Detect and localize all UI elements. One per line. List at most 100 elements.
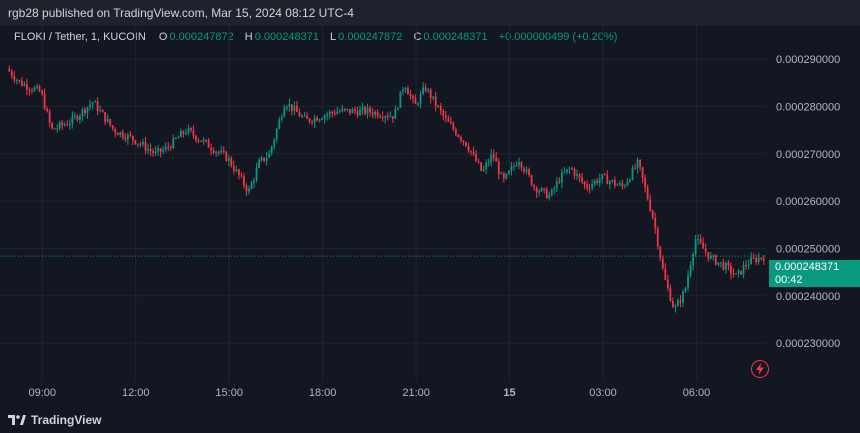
candle-body xyxy=(250,183,253,189)
candle-body xyxy=(402,90,404,92)
candle-body xyxy=(427,89,430,91)
candle-body xyxy=(258,160,260,169)
bar-countdown: 00:42 xyxy=(775,274,803,286)
candle-body xyxy=(545,188,548,199)
brand[interactable]: TradingView xyxy=(8,413,101,427)
close-value: 0.000248371 xyxy=(423,31,488,43)
candle-body xyxy=(760,257,763,259)
candle-body xyxy=(119,132,122,136)
candle-body xyxy=(33,87,36,91)
candle-body xyxy=(101,110,104,113)
candle-body xyxy=(13,76,16,81)
candle-body xyxy=(664,268,667,280)
candle-body xyxy=(719,262,722,264)
candle-body xyxy=(207,140,210,148)
close-label: C xyxy=(413,31,422,43)
candle-body xyxy=(20,80,23,86)
candle-body xyxy=(523,167,525,172)
candle-body xyxy=(550,189,553,196)
candle-body xyxy=(737,270,740,274)
candle-body xyxy=(616,184,619,186)
candle-body xyxy=(525,169,528,172)
candle-body xyxy=(553,188,556,190)
candle-body xyxy=(275,128,278,140)
candle-body xyxy=(651,210,654,218)
candle-body xyxy=(336,111,339,114)
candle-body xyxy=(470,150,472,153)
candle-body xyxy=(36,86,38,88)
candle-body xyxy=(215,151,218,153)
candle-body xyxy=(535,187,538,193)
candle-body xyxy=(684,287,687,292)
candle-body xyxy=(245,185,248,192)
candle-body xyxy=(270,146,273,154)
candle-body xyxy=(727,263,730,266)
candle-body xyxy=(697,238,700,240)
candle-body xyxy=(490,154,493,163)
candle-body xyxy=(167,146,170,148)
candle-body xyxy=(359,109,361,116)
candle-body xyxy=(66,124,69,126)
candle-body xyxy=(137,143,139,145)
candle-body xyxy=(48,111,51,123)
candle-body xyxy=(248,188,250,192)
candle-body xyxy=(689,265,692,276)
candle-body xyxy=(220,150,223,153)
candle-body xyxy=(283,108,286,117)
publisher-line: rgb28 published on TradingView.com, Mar … xyxy=(8,6,354,20)
candle-body xyxy=(394,108,397,119)
candle-body xyxy=(649,199,652,211)
candle-body xyxy=(164,146,167,150)
candle-body xyxy=(114,128,117,134)
candle-body xyxy=(533,185,536,188)
lightning-bolt-icon[interactable] xyxy=(751,360,769,378)
candle-body xyxy=(679,300,682,303)
candle-body xyxy=(437,105,440,107)
footer: TradingView xyxy=(0,405,860,433)
candle-body xyxy=(507,170,510,174)
candle-body xyxy=(603,174,606,176)
candle-body xyxy=(417,103,419,105)
candle-body xyxy=(278,119,281,129)
candle-body xyxy=(601,174,604,179)
candle-body xyxy=(159,148,162,152)
candle-body xyxy=(142,141,144,145)
low-value: 0.000247872 xyxy=(338,31,403,43)
symbol-label[interactable]: FLOKI / Tether, 1, KUCOIN xyxy=(14,31,146,43)
candle-body xyxy=(409,94,412,96)
candle-body xyxy=(606,174,609,185)
brand-name: TradingView xyxy=(31,413,102,427)
candle-body xyxy=(424,87,427,91)
candle-body xyxy=(343,108,346,110)
tradingview-logo-icon xyxy=(8,415,26,425)
candle-body xyxy=(742,265,745,275)
candle-body xyxy=(147,148,149,151)
candle-body xyxy=(328,111,331,115)
candle-body xyxy=(152,150,154,154)
candlestick-chart[interactable]: 0.000230000 0.000240000 0.000250000 0.00026… xyxy=(0,26,860,405)
candle-body xyxy=(634,167,636,169)
candle-body xyxy=(465,141,467,147)
candle-body xyxy=(391,116,394,119)
candle-body xyxy=(709,255,712,259)
candle-body xyxy=(366,107,369,114)
candle-body xyxy=(288,104,291,107)
y-tick-label: 0.000260000 xyxy=(776,196,840,208)
candle-body xyxy=(722,262,725,270)
candle-body xyxy=(656,228,659,247)
open-value: 0.000247872 xyxy=(169,31,234,43)
candle-body xyxy=(376,111,379,117)
candle-body xyxy=(179,131,182,138)
candle-body xyxy=(235,169,238,171)
candle-body xyxy=(762,258,765,261)
candle-body xyxy=(374,111,377,115)
x-tick-label: 15:00 xyxy=(215,387,243,399)
candle-body xyxy=(338,111,341,113)
candle-body xyxy=(349,109,351,114)
candle-body xyxy=(641,167,644,179)
candle-body xyxy=(384,116,387,119)
candle-body xyxy=(225,151,228,161)
candle-body xyxy=(301,116,303,118)
candle-body xyxy=(222,150,225,152)
candle-body xyxy=(323,115,326,119)
